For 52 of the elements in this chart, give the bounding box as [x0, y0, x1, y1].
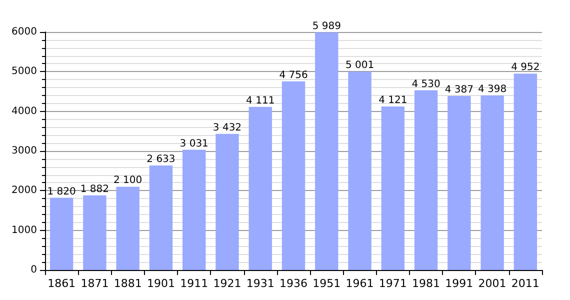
x-tick-label: 1971 [378, 277, 407, 290]
x-tick-label: 1881 [114, 277, 142, 290]
bar [248, 106, 272, 270]
bar [414, 90, 438, 270]
x-tick-label: 1981 [412, 277, 440, 290]
data-label: 5 989 [312, 20, 341, 32]
bar [50, 198, 74, 270]
data-label: 4 387 [444, 84, 474, 96]
bar [348, 72, 372, 270]
data-label: 5 001 [345, 60, 374, 72]
y-tick-label: 6000 [12, 26, 37, 38]
y-tick-label: 3000 [12, 146, 37, 156]
bar [448, 96, 471, 270]
data-label: 2 100 [114, 175, 142, 186]
bar [83, 195, 106, 270]
bar [514, 74, 538, 270]
y-tick-label: 0 [30, 264, 37, 276]
x-tick-label: 1991 [445, 277, 474, 290]
data-label: 1 882 [80, 184, 110, 195]
x-tick-label: 1911 [180, 277, 208, 290]
y-tick-label: 2000 [12, 185, 37, 196]
data-label: 1 820 [47, 186, 76, 198]
x-tick-label: 2011 [511, 277, 540, 290]
bar [480, 96, 504, 270]
x-tick-label: 1901 [146, 277, 175, 290]
bar [282, 81, 306, 270]
bar [182, 150, 206, 270]
data-label: 4 952 [511, 62, 540, 74]
x-tick-label: 1931 [246, 277, 274, 290]
x-tick-label: 1921 [213, 277, 242, 290]
data-label: 4 111 [246, 95, 275, 106]
bar [315, 32, 338, 270]
data-label: 4 121 [378, 95, 408, 106]
bar [381, 106, 404, 270]
x-tick-label: 1936 [280, 277, 308, 290]
data-label: 2 633 [146, 154, 176, 166]
data-label: 4 398 [478, 84, 507, 96]
x-tick-label: 1871 [80, 277, 109, 290]
x-tick-label: 2001 [478, 277, 506, 290]
x-tick-label: 1951 [312, 277, 341, 290]
x-tick-label: 1861 [48, 277, 76, 290]
data-label: 3 432 [212, 122, 242, 134]
y-tick-label: 4000 [12, 106, 37, 117]
x-tick-label: 1961 [346, 277, 374, 290]
bar [116, 186, 140, 270]
y-tick-label: 5000 [12, 66, 37, 78]
data-label: 4 756 [279, 70, 308, 81]
data-label: 3 031 [180, 138, 208, 150]
y-tick-label: 1000 [12, 224, 37, 236]
bar [216, 134, 239, 270]
bar [149, 166, 173, 270]
data-label: 4 530 [412, 78, 440, 90]
